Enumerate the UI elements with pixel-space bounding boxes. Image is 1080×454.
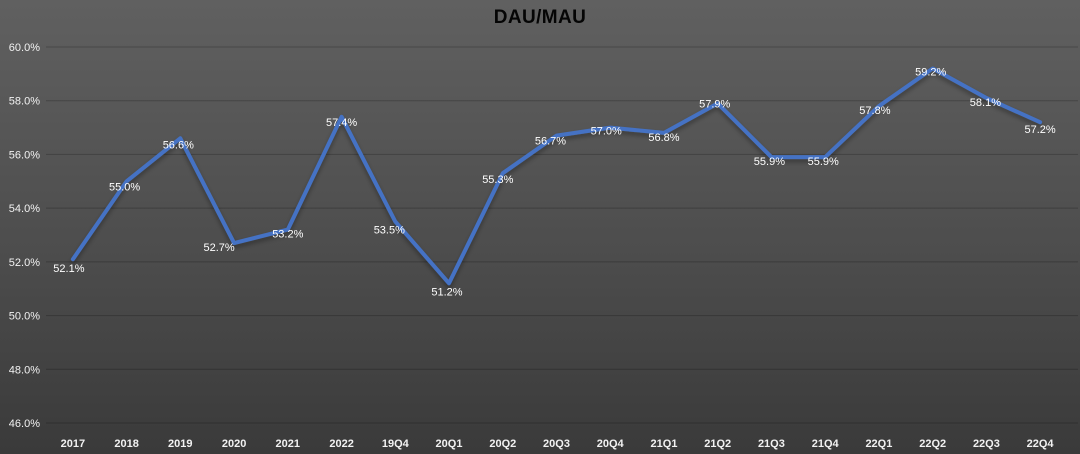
y-tick-label: 48.0%	[9, 364, 40, 376]
x-tick-label: 20Q4	[597, 438, 625, 450]
data-label: 58.1%	[970, 97, 1001, 109]
x-tick-label: 20Q3	[543, 438, 570, 450]
x-tick-label: 20Q2	[489, 438, 516, 450]
y-tick-label: 58.0%	[9, 96, 40, 108]
data-label: 57.8%	[859, 105, 890, 117]
series-line	[70, 66, 1043, 286]
data-label: 55.9%	[808, 156, 839, 168]
x-tick-label: 2022	[329, 438, 353, 450]
x-tick-label: 22Q1	[865, 438, 892, 450]
x-tick-label: 22Q2	[919, 438, 946, 450]
data-label: 57.0%	[591, 126, 622, 138]
data-label: 57.9%	[699, 98, 730, 110]
x-tick-label: 19Q4	[382, 438, 410, 450]
data-label: 57.4%	[326, 117, 357, 129]
y-tick-label: 60.0%	[9, 42, 40, 54]
x-tick-label: 21Q3	[758, 438, 785, 450]
y-tick-label: 50.0%	[9, 311, 40, 323]
x-tick-label: 21Q2	[704, 438, 731, 450]
x-tick-label: 2017	[61, 438, 85, 450]
x-tick-label: 20Q1	[436, 438, 463, 450]
data-label: 56.6%	[163, 139, 194, 151]
data-label: 53.5%	[374, 225, 405, 237]
data-label: 55.0%	[109, 181, 140, 193]
data-label: 52.1%	[53, 263, 84, 275]
data-label: 51.2%	[431, 286, 462, 298]
y-tick-label: 46.0%	[9, 418, 40, 430]
y-tick-label: 52.0%	[9, 257, 40, 269]
data-label: 56.7%	[535, 136, 566, 148]
data-label: 53.2%	[272, 229, 303, 241]
x-tick-label: 22Q4	[1027, 438, 1055, 450]
data-label: 56.8%	[648, 132, 679, 144]
y-tick-label: 56.0%	[9, 149, 40, 161]
x-tick-label: 2020	[222, 438, 246, 450]
x-tick-label: 22Q3	[973, 438, 1000, 450]
data-label: 55.3%	[482, 174, 513, 186]
data-label: 57.2%	[1024, 124, 1055, 136]
x-tick-label: 21Q4	[812, 438, 840, 450]
x-tick-label: 2019	[168, 438, 192, 450]
data-label: 55.9%	[754, 156, 785, 168]
x-tick-label: 21Q1	[651, 438, 678, 450]
y-tick-label: 54.0%	[9, 203, 40, 215]
chart-title: DAU/MAU	[493, 7, 587, 28]
x-tick-label: 2018	[114, 438, 138, 450]
data-label: 52.7%	[203, 242, 234, 254]
x-tick-label: 2021	[276, 438, 300, 450]
data-label: 59.2%	[915, 67, 946, 79]
